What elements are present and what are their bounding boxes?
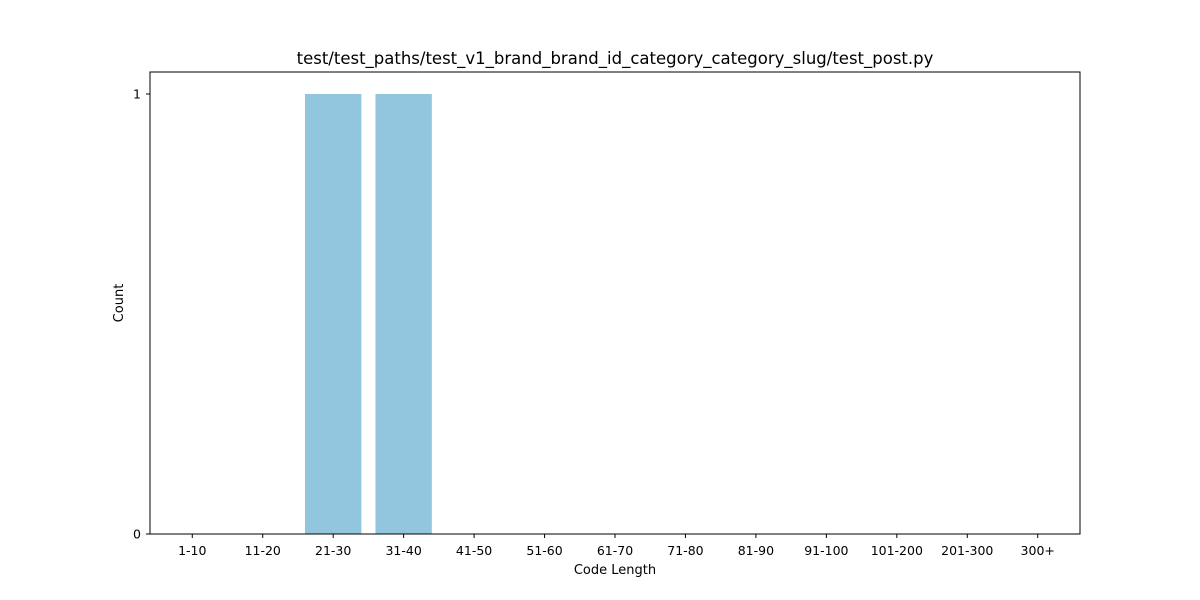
x-tick-label: 21-30 (315, 543, 351, 558)
y-axis-ticks: 01 (133, 87, 150, 542)
bars-group (305, 94, 432, 534)
x-tick-label: 41-50 (456, 543, 492, 558)
x-axis-label: Code Length (574, 563, 656, 578)
x-tick-label: 31-40 (385, 543, 421, 558)
x-tick-label: 91-100 (804, 543, 848, 558)
x-tick-label: 11-20 (245, 543, 281, 558)
x-tick-label: 51-60 (526, 543, 562, 558)
x-axis-ticks: 1-10 11-20 21-30 31-40 41-50 51-60 61-70 71-80 8… (178, 534, 1055, 558)
bar-21-30 (305, 94, 362, 534)
x-tick-label: 1-10 (178, 543, 206, 558)
y-axis-label: Count (112, 284, 127, 323)
x-tick-label: 300+ (1021, 543, 1055, 558)
x-tick-label: 101-200 (871, 543, 923, 558)
x-tick-label: 201-300 (941, 543, 993, 558)
bar-31-40 (375, 94, 432, 534)
y-tick-label: 0 (133, 527, 141, 542)
chart-title: test/test_paths/test_v1_brand_brand_id_c… (297, 49, 934, 69)
y-tick-label: 1 (133, 87, 141, 102)
x-tick-label: 71-80 (667, 543, 703, 558)
plot-area-frame (149, 71, 1081, 535)
x-tick-label: 81-90 (738, 543, 774, 558)
x-tick-label: 61-70 (597, 543, 633, 558)
